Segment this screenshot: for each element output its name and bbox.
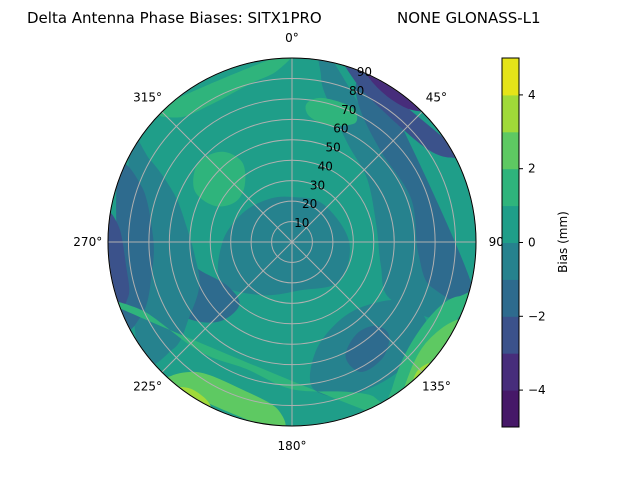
angular-tick-labels: 0° 45° 90 135° 180° 225° 270° 315° — [73, 31, 504, 453]
colorbar-segment — [502, 316, 519, 354]
angular-tick-label: 90 — [489, 235, 504, 249]
radial-tick-label: 60 — [333, 122, 348, 136]
radial-tick-labels: 10 20 30 40 50 60 70 80 90 — [294, 65, 372, 230]
angular-tick-label: 315° — [133, 91, 162, 105]
contour-region-0 — [217, 196, 350, 296]
colorbar-tick-label: 4 — [528, 88, 536, 102]
contour-region-13 — [162, 371, 286, 426]
chart-title-right: NONE GLONASS-L1 — [397, 9, 541, 27]
angular-tick-label: 45° — [426, 91, 447, 105]
colorbar-label: Bias (mm) — [556, 211, 570, 273]
radial-tick-label: 70 — [341, 103, 356, 117]
angular-tick-label: 135° — [422, 379, 451, 393]
radial-tick-label: 90 — [357, 65, 372, 79]
colorbar-segment — [502, 390, 519, 428]
angular-gridline-45 — [291, 111, 423, 243]
colorbar: 4 2 0 −2 −4 — [501, 57, 546, 428]
radial-tick-label: 20 — [302, 197, 317, 211]
angular-tick-label: 180° — [278, 439, 307, 453]
colorbar-tick-label: −4 — [528, 383, 546, 397]
radial-tick-label: 80 — [349, 84, 364, 98]
radial-tick-label: 30 — [310, 178, 325, 192]
colorbar-segment — [502, 242, 519, 280]
colorbar-tick-label: −2 — [528, 309, 546, 323]
colorbar-tick-label: 0 — [528, 236, 536, 250]
radial-tick-label: 50 — [325, 141, 340, 155]
colorbar-segment — [502, 131, 519, 170]
contour-region-6 — [355, 58, 476, 308]
contour-region-4 — [108, 210, 130, 312]
polar-grid — [107, 57, 477, 427]
contour-region-12 — [108, 298, 393, 418]
angular-tick-label: 0° — [285, 31, 299, 45]
colorbar-segment — [502, 353, 519, 391]
chart-title-left: Delta Antenna Phase Biases: SITX1PRO — [27, 9, 322, 27]
contour-region-18 — [193, 151, 246, 207]
colorbar-segment — [502, 205, 519, 243]
contour-region-2 — [128, 135, 200, 366]
angular-gridline-225 — [161, 241, 293, 373]
colorbar-tick-label: 2 — [528, 162, 536, 176]
contour-region-7 — [343, 60, 463, 159]
angular-gridline-315 — [161, 111, 293, 243]
colorbar-segment — [502, 58, 519, 96]
colorbar-segment — [502, 94, 519, 133]
contour-region-11 — [345, 325, 390, 373]
contour-region-19 — [155, 58, 294, 118]
polar-frame — [107, 57, 477, 427]
radial-tick-label: 40 — [318, 159, 333, 173]
angular-gridline-135 — [291, 241, 423, 373]
colorbar-segment — [502, 168, 519, 207]
angular-tick-label: 225° — [133, 379, 162, 393]
angular-tick-label: 270° — [73, 235, 102, 249]
contour-region-9 — [305, 97, 358, 126]
radial-tick-label: 10 — [294, 216, 309, 230]
colorbar-segment — [502, 279, 519, 317]
